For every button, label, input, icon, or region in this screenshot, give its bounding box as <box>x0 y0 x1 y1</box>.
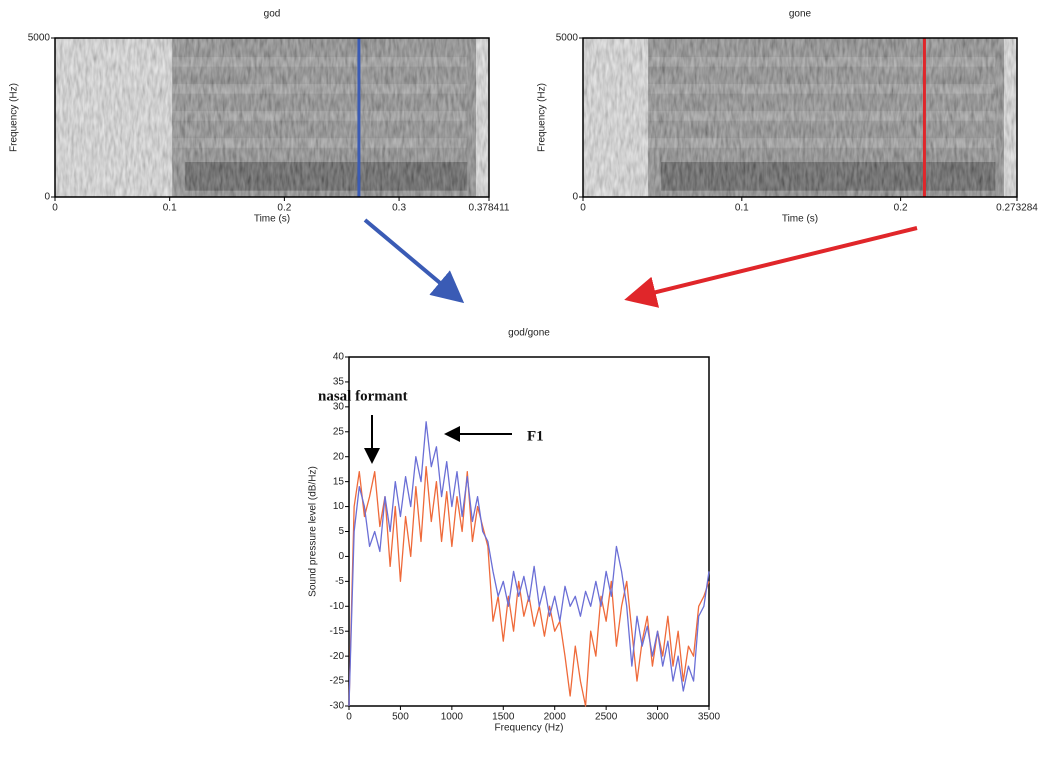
annotation: F1 <box>527 428 544 444</box>
spectrogram-noise <box>583 38 1017 197</box>
x-tick-label: 3500 <box>698 712 721 723</box>
y-axis-label: Frequency (Hz) <box>9 83 20 152</box>
y-tick-label: -30 <box>330 701 345 712</box>
x-axis-label: Time (s) <box>782 214 818 225</box>
y-tick-label: 15 <box>333 476 345 487</box>
y-tick-label: 10 <box>333 501 345 512</box>
link-arrow <box>624 226 918 308</box>
x-tick-label: 0 <box>580 203 586 214</box>
x-tick-label: 0.3 <box>392 203 406 214</box>
x-tick-label: 2500 <box>595 712 618 723</box>
y-tick-label: 0 <box>572 192 578 203</box>
y-tick-label: 5000 <box>28 33 51 44</box>
y-tick-label: 40 <box>333 352 345 363</box>
y-tick-label: 5 <box>338 526 344 537</box>
chart-title: gone <box>789 9 812 20</box>
x-tick-label: 0.378411 <box>469 203 510 214</box>
y-tick-label: 30 <box>333 401 345 412</box>
plot-frame <box>54 37 490 198</box>
y-tick-label: -25 <box>330 676 345 687</box>
x-tick-label: 3000 <box>646 712 669 723</box>
plot-frame <box>348 356 710 707</box>
x-tick-label: 1000 <box>441 712 464 723</box>
y-tick-label: -10 <box>330 601 345 612</box>
x-tick-label: 0.273284 <box>996 203 1038 214</box>
y-axis-label: Frequency (Hz) <box>537 83 548 152</box>
x-axis-label: Frequency (Hz) <box>495 723 564 734</box>
x-tick-label: 0.2 <box>277 203 291 214</box>
y-tick-label: -15 <box>330 626 345 637</box>
y-tick-label: 35 <box>333 377 345 388</box>
spectrogram-image <box>55 38 489 197</box>
x-tick-label: 0.2 <box>894 203 908 214</box>
x-tick-label: 0 <box>52 203 58 214</box>
y-tick-label: 20 <box>333 451 345 462</box>
y-tick-label: -5 <box>335 576 344 587</box>
chart-title: god/gone <box>508 328 550 339</box>
spectrum-line <box>348 421 710 707</box>
annotation: nasal formant <box>318 388 408 404</box>
y-tick-label: 0 <box>338 551 344 562</box>
spectrogram-image <box>583 38 1017 197</box>
spectrogram-noise <box>55 38 489 197</box>
x-tick-label: 0 <box>346 712 352 723</box>
x-tick-label: 2000 <box>544 712 567 723</box>
y-axis-label: Sound pressure level (dB/Hz) <box>308 466 319 597</box>
x-tick-label: 0.1 <box>735 203 749 214</box>
y-tick-label: 0 <box>44 192 50 203</box>
x-axis-label: Time (s) <box>254 214 290 225</box>
x-tick-label: 1500 <box>492 712 515 723</box>
chart-title: god <box>264 9 281 20</box>
y-tick-label: 25 <box>333 426 345 437</box>
spectrum-line <box>348 466 710 707</box>
y-tick-label: -20 <box>330 651 345 662</box>
y-tick-label: 5000 <box>556 33 579 44</box>
link-arrow <box>363 218 465 304</box>
plot-frame <box>582 37 1018 198</box>
x-tick-label: 500 <box>392 712 409 723</box>
x-tick-label: 0.1 <box>163 203 177 214</box>
